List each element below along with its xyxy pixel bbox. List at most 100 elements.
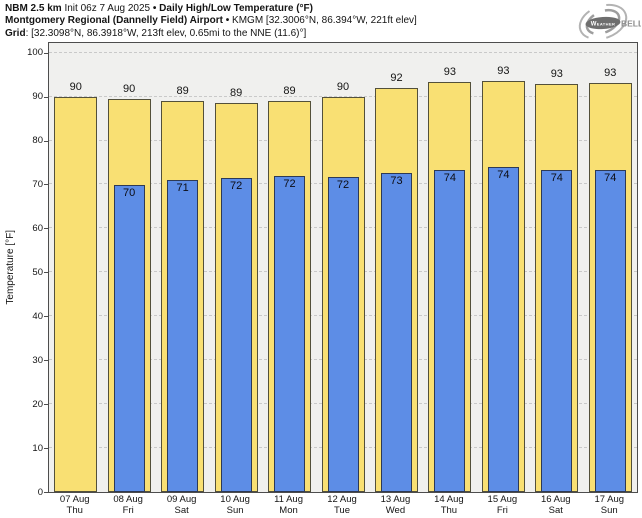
low-value-label: 71 xyxy=(176,182,189,195)
grid-label: Grid xyxy=(5,27,26,39)
x-tick-label: 07 Aug Thu xyxy=(48,494,101,516)
x-tick-weekday: Sat xyxy=(174,504,189,516)
x-tick-label: 15 Aug Fri xyxy=(476,494,529,516)
weatherbell-logo: Weather BELL xyxy=(578,3,641,41)
x-tick-date: 14 Aug xyxy=(434,494,464,505)
model-name: NBM 2.5 km xyxy=(5,3,62,14)
low-value-label: 74 xyxy=(497,168,510,181)
y-tick-mark xyxy=(44,448,48,450)
station-name: Montgomery Regional (Dannelly Field) Air… xyxy=(5,15,230,27)
x-tick-date: 10 Aug xyxy=(220,494,250,505)
x-axis-labels: 07 Aug Thu 08 Aug Fri 09 Aug Sat 10 Aug Sun 11 A… xyxy=(48,494,636,516)
x-tick-weekday: Thu xyxy=(66,504,83,516)
low-bar: 74 xyxy=(541,170,573,492)
logo-text-bell: BELL xyxy=(621,19,641,29)
x-tick-date: 17 Aug xyxy=(594,494,625,505)
y-gridline xyxy=(49,95,637,97)
x-tick-weekday: Fri xyxy=(122,504,134,516)
high-value-label: 93 xyxy=(443,66,457,79)
x-tick-date: 16 Aug xyxy=(541,494,571,505)
y-tick-mark xyxy=(44,360,48,362)
low-bar: 72 xyxy=(220,178,252,492)
logo-band xyxy=(585,16,621,30)
high-value-label: 90 xyxy=(69,80,82,93)
low-value-label: 74 xyxy=(443,171,457,184)
x-tick-label: 14 Aug Thu xyxy=(422,494,475,516)
y-gridline xyxy=(49,51,637,53)
x-tick-label: 13 Aug Wed xyxy=(369,494,422,516)
x-tick-label: 16 Aug Sat xyxy=(529,494,582,516)
low-bar: 71 xyxy=(167,180,199,492)
low-bar: 72 xyxy=(327,177,359,492)
grid-coords: : [32.3098°N, 86.3918°W, 213ft elev, 0.6… xyxy=(25,27,307,39)
x-tick-date: 09 Aug xyxy=(166,494,197,505)
low-value-label: 72 xyxy=(229,180,243,193)
high-value-label: 90 xyxy=(123,82,136,95)
y-tick-label: 70 xyxy=(32,178,43,190)
header: NBM 2.5 km Init 06z 7 Aug 2025 • Daily H… xyxy=(5,3,417,40)
y-tick-label: 20 xyxy=(32,398,43,410)
x-tick-label: 08 Aug Fri xyxy=(101,494,154,516)
hurricane-swirl-icon xyxy=(578,3,628,41)
low-value-label: 74 xyxy=(604,171,617,184)
y-tick-label: 80 xyxy=(32,135,43,147)
y-tick-label: 60 xyxy=(32,222,43,234)
high-bar xyxy=(54,96,98,492)
y-tick-label: 10 xyxy=(32,442,43,454)
init-time: Init 06z 7 Aug 2025 xyxy=(61,3,153,14)
header-line-1: NBM 2.5 km Init 06z 7 Aug 2025 • Daily H… xyxy=(5,3,417,15)
low-value-label: 72 xyxy=(283,178,296,191)
high-value-label: 92 xyxy=(390,72,403,85)
x-tick-weekday: Sun xyxy=(226,504,244,516)
high-value-label: 93 xyxy=(550,67,563,80)
high-value-label: 93 xyxy=(604,66,617,79)
low-bar: 73 xyxy=(380,173,412,492)
x-tick-weekday: Tue xyxy=(333,504,350,516)
x-tick-label: 17 Aug Sun xyxy=(583,494,636,516)
x-tick-date: 15 Aug xyxy=(487,494,518,505)
low-value-label: 72 xyxy=(336,179,350,191)
header-line-3: Grid: [32.3098°N, 86.3918°W, 213ft elev,… xyxy=(5,28,417,40)
y-tick-label: 30 xyxy=(32,354,43,366)
low-bar: 74 xyxy=(434,169,466,492)
y-tick-mark xyxy=(44,228,48,230)
low-value-label: 70 xyxy=(123,187,136,200)
x-tick-date: 07 Aug xyxy=(59,494,90,505)
x-tick-weekday: Wed xyxy=(385,504,406,516)
y-tick-mark xyxy=(44,184,48,186)
low-bar: 70 xyxy=(113,185,145,492)
x-tick-weekday: Mon xyxy=(279,504,298,516)
y-tick-mark xyxy=(44,316,48,318)
x-tick-date: 08 Aug xyxy=(113,494,143,505)
low-value-label: 74 xyxy=(550,172,563,185)
high-value-label: 89 xyxy=(229,86,243,99)
low-value-label: 73 xyxy=(390,175,403,188)
logo-text-weather: Weather xyxy=(591,22,616,28)
high-value-label: 89 xyxy=(176,85,189,98)
y-tick-mark xyxy=(44,404,48,406)
chart-title: • Daily High/Low Temperature (°F) xyxy=(152,3,313,14)
y-tick-mark xyxy=(44,492,48,493)
y-tick-mark xyxy=(44,272,48,274)
x-tick-label: 09 Aug Sat xyxy=(155,494,208,516)
low-bar: 74 xyxy=(487,166,519,492)
high-value-label: 90 xyxy=(336,81,350,94)
x-tick-date: 13 Aug xyxy=(380,494,411,505)
plot-area: 90 90 70 89 71 89 72 89 72 90 72 92 73 93 74 93 74 93 74 93… xyxy=(48,42,638,493)
x-tick-weekday: Thu xyxy=(440,504,458,516)
x-tick-weekday: Sat xyxy=(548,504,563,516)
y-tick-mark xyxy=(44,96,48,98)
x-tick-label: 10 Aug Sun xyxy=(208,494,261,516)
x-tick-date: 12 Aug xyxy=(327,494,357,505)
high-value-label: 89 xyxy=(283,85,296,98)
x-tick-weekday: Sun xyxy=(600,504,618,516)
low-bar: 72 xyxy=(274,176,306,492)
x-tick-weekday: Fri xyxy=(496,504,508,516)
x-tick-date: 11 Aug xyxy=(274,494,303,505)
y-tick-label: 100 xyxy=(27,47,43,59)
y-tick-mark xyxy=(44,52,48,54)
x-tick-label: 12 Aug Tue xyxy=(315,494,368,516)
header-line-2: Montgomery Regional (Dannelly Field) Air… xyxy=(5,15,417,27)
x-tick-label: 11 Aug Mon xyxy=(262,494,315,516)
